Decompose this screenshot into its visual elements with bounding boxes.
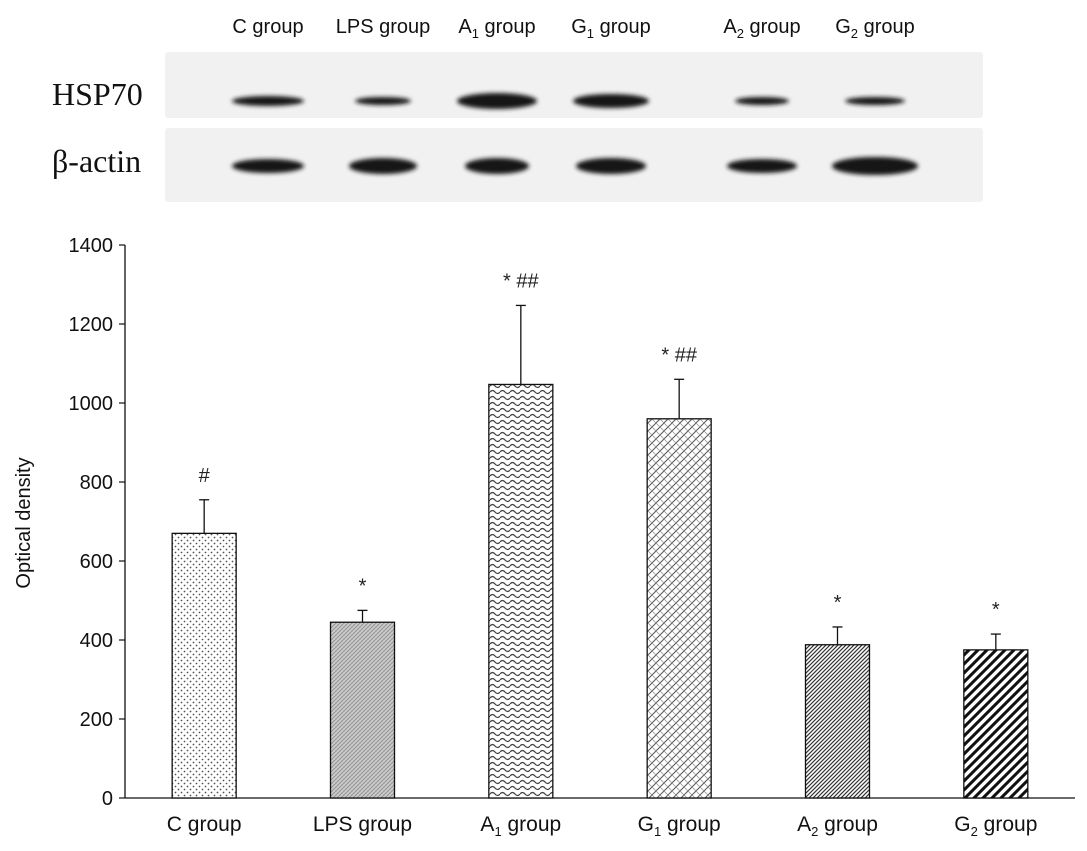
chart-axes: 0 200 400 600 800 1000 1200 1400: [69, 235, 1075, 810]
x-category-label: LPS group: [313, 813, 412, 836]
western-blot-panel: C group LPS group A1 group G1 group A2 group…: [52, 16, 983, 202]
x-category-label: A2 group: [797, 813, 878, 839]
significance-label: *: [992, 599, 1000, 621]
beta-actin-band: [349, 158, 417, 174]
significance-label: #: [199, 465, 211, 487]
blot-row-label-beta-actin: β-actin: [52, 143, 141, 179]
hsp70-band: [457, 93, 537, 109]
beta-actin-band: [832, 157, 918, 175]
bar: [329, 621, 396, 799]
hsp70-band: [735, 97, 789, 105]
y-tick-label: 200: [80, 709, 113, 731]
x-category-label: G1 group: [638, 813, 721, 839]
x-category-label: G2 group: [954, 813, 1037, 839]
hsp70-band: [232, 96, 304, 106]
significance-label: *: [834, 592, 842, 614]
y-tick-label: 800: [80, 472, 113, 494]
hsp70-band: [355, 97, 411, 105]
optical-density-bar-chart: 0 200 400 600 800 1000 1200 1400 # * * ## * ## * * C…: [13, 235, 1075, 839]
bar: [171, 532, 237, 799]
bar: [646, 418, 712, 799]
significance-label: * ##: [503, 270, 539, 292]
blot-lane-label: A2 group: [723, 16, 800, 41]
y-tick-label: 1000: [69, 393, 114, 415]
beta-actin-band: [576, 158, 646, 174]
bar: [963, 649, 1029, 799]
chart-bars: # * * ## * ## * *: [171, 270, 1029, 799]
significance-label: *: [359, 575, 367, 597]
bar: [804, 644, 871, 799]
y-axis-label: Optical density: [13, 457, 35, 588]
y-tick-label: 0: [102, 788, 113, 810]
blot-lane-label: LPS group: [336, 16, 431, 38]
blot-lane-label: G2 group: [835, 16, 915, 41]
hsp70-band: [573, 94, 649, 108]
blot-lane-labels: C group LPS group A1 group G1 group A2 group…: [232, 16, 914, 41]
x-category-label: A1 group: [480, 813, 561, 839]
blot-lane-label: A1 group: [458, 16, 535, 41]
blot-lane-label: C group: [232, 16, 303, 38]
beta-actin-blot-strip: [165, 128, 983, 202]
beta-actin-band: [465, 158, 529, 174]
category-labels: C group LPS group A1 group G1 group A2 group…: [167, 813, 1038, 839]
significance-label: * ##: [661, 344, 697, 366]
x-category-label: C group: [167, 813, 242, 836]
beta-actin-band: [232, 159, 304, 173]
blot-bands: [232, 93, 918, 175]
y-tick-label: 400: [80, 630, 113, 652]
beta-actin-band: [727, 159, 797, 173]
blot-row-label-hsp70: HSP70: [52, 76, 143, 112]
bar: [488, 383, 554, 799]
y-tick-label: 600: [80, 551, 113, 573]
hsp70-band: [845, 97, 905, 105]
y-tick-label: 1400: [69, 235, 114, 257]
y-tick-label: 1200: [69, 314, 114, 336]
hsp70-blot-strip: [165, 52, 983, 118]
blot-lane-label: G1 group: [571, 16, 651, 41]
